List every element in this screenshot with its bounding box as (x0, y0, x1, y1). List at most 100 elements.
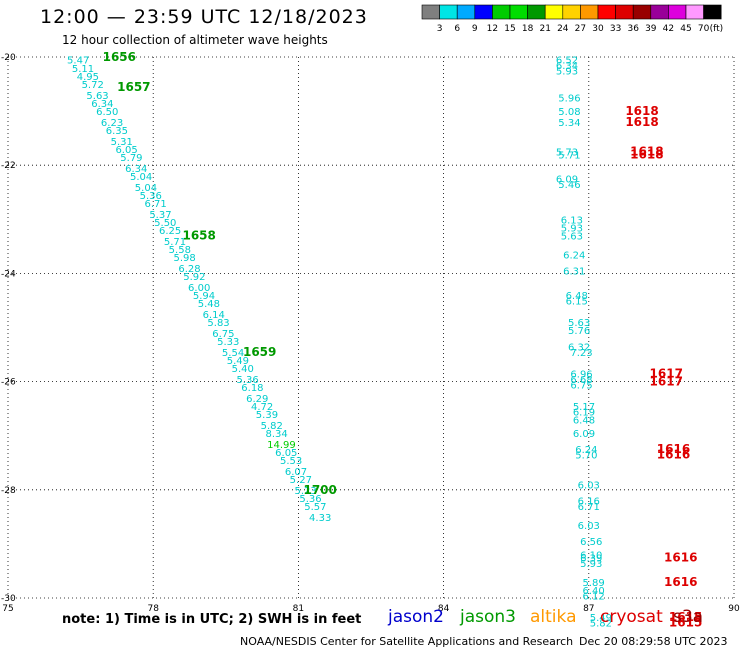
legend-tick-label: 15 (504, 24, 515, 34)
wave-height-label: 6.48 (573, 415, 595, 426)
legend-tick-label: 24 (557, 24, 569, 34)
x-tick-label: 84 (438, 604, 450, 614)
legend-tick-label: 39 (645, 24, 657, 34)
wave-height-label: 5.17 (573, 402, 595, 413)
wave-height-label: 5.73 (556, 148, 578, 159)
wave-height-label: 6.24 (563, 250, 585, 261)
wave-height-label: 6.35 (106, 126, 128, 137)
legend-tick-label: 3 (437, 24, 443, 34)
x-tick-label: 78 (147, 604, 159, 614)
chart-title: 12:00 — 23:59 UTC 12/18/2023 (40, 6, 368, 28)
wave-height-label: 5.53 (280, 456, 302, 467)
legend-tick-label: 36 (627, 24, 639, 34)
wave-height-label: 6.24 (575, 445, 597, 456)
wave-height-label: 5.82 (261, 421, 283, 432)
wave-height-label: 5.71 (164, 237, 186, 248)
wave-height-label: 5.83 (207, 318, 229, 329)
legend-altika: altika (530, 607, 577, 627)
pass-time-label: 1656 (103, 50, 136, 64)
y-tick-label: -28 (1, 486, 16, 496)
legend-tick-label: 18 (522, 24, 534, 34)
wave-height-label: 5.71 (558, 150, 580, 161)
wave-height-label: 5.46 (558, 180, 580, 191)
legend-jason3: jason3 (460, 607, 516, 627)
wave-height-label: 6.48 (566, 291, 588, 302)
pass-time-label: 1618 (625, 115, 658, 129)
footer-credit: NOAA/NESDIS Center for Satellite Applica… (240, 635, 574, 648)
wave-height-label: 6.00 (188, 283, 210, 294)
wave-height-label: 6.10 (580, 551, 602, 562)
chart-grid (7, 56, 735, 599)
wave-height-label: 6.05 (275, 448, 297, 459)
chart-axes: 75 78 81 84 87 90 -20 -22 -24 -26 -28 -30 (1, 53, 740, 614)
legend-tick-label: 30 (592, 24, 604, 34)
wave-height-label: 5.63 (86, 91, 108, 102)
legend-swatch (439, 4, 458, 20)
legend-swatch (492, 4, 511, 20)
y-tick-label: -20 (1, 53, 16, 63)
wave-height-label: 5.72 (82, 80, 104, 91)
wave-height-label: 6.34 (125, 164, 147, 175)
pass-time-label: 1616 (657, 442, 690, 456)
wave-height-label: 6.15 (566, 296, 588, 307)
wave-height-label: 5.89 (583, 578, 605, 589)
legend-swatch (615, 4, 634, 20)
wave-height-label: 5.36 (140, 191, 162, 202)
footer-timestamp: Dec 20 08:29:58 UTC 2023 (579, 635, 728, 648)
legend-swatch (562, 4, 581, 20)
wave-height-label: 6.71 (144, 199, 166, 210)
pass-time-label: 1658 (182, 229, 215, 243)
wave-height-label: 5.34 (558, 118, 580, 129)
wave-height-label: 6.56 (580, 537, 602, 548)
pass-time-label: 1700 (303, 483, 336, 497)
y-tick-label: -26 (1, 378, 16, 388)
legend-swatch (685, 4, 704, 20)
wave-height-label: 5.76 (568, 326, 590, 337)
wave-height-label: 5.49 (227, 356, 249, 367)
color-legend: 3 6 9 12 15 18 21 24 27 30 33 36 39 42 45 70 (ft) (421, 4, 723, 34)
legend-swatch (703, 4, 722, 20)
footer-note: note: 1) Time is in UTC; 2) SWH is in fe… (62, 612, 362, 627)
legend-swatch (632, 4, 652, 20)
wave-height-label: 5.04 (130, 172, 152, 183)
wave-height-label: 5.63 (568, 318, 590, 329)
wave-height-label: 6.96 (570, 369, 592, 380)
wave-height-label: 5.31 (111, 137, 133, 148)
legend-swatch (474, 4, 493, 20)
wave-height-label: 5.33 (217, 337, 239, 348)
wave-height-label: 5.93 (580, 559, 602, 570)
pass-time-label: 1618 (630, 145, 663, 159)
wave-height-label: 6.68 (570, 375, 592, 386)
wave-height-label: 5.39 (256, 410, 278, 421)
wave-height-label: 5.57 (304, 502, 326, 513)
x-tick-label: 90 (728, 604, 740, 614)
wave-height-label: 6.29 (246, 394, 268, 405)
wave-height-label: 5.48 (198, 299, 220, 310)
legend-tick-label: 21 (539, 24, 550, 34)
wave-height-label: 6.34 (556, 61, 578, 72)
wave-height-label: 5.08 (558, 107, 580, 118)
wave-height-label: 6.71 (578, 502, 600, 513)
wave-height-label: 4.33 (309, 513, 331, 524)
wave-height-label: 6.28 (178, 264, 200, 275)
chart-marks: 5.475.114.955.725.636.346.506.236.355.31… (67, 50, 702, 629)
wave-height-label: 14.99 (267, 440, 296, 451)
wave-height-label: 5.04 (135, 183, 157, 194)
pass-time-label: 1617 (650, 375, 683, 389)
wave-height-label: 6.52 (556, 56, 578, 67)
wave-height-label: 6.32 (568, 342, 590, 353)
wave-height-label: 5.11 (72, 64, 94, 75)
wave-height-label: 5.63 (561, 232, 583, 243)
wave-height-label: 6.19 (573, 407, 595, 418)
wave-height-label: 4.72 (251, 402, 273, 413)
wave-height-label: 6.50 (96, 107, 118, 118)
pass-time-label: 1618 (625, 104, 658, 118)
legend-swatch (580, 4, 599, 20)
legend-tick-label: 33 (610, 24, 621, 34)
wave-height-label: 6.13 (561, 215, 583, 226)
wave-height-label: 5.96 (558, 94, 580, 105)
x-tick-label: 75 (2, 604, 13, 614)
pass-time-label: 1657 (117, 80, 150, 94)
legend-jason2: jason2 (388, 607, 444, 627)
wave-height-label: 6.39 (580, 553, 602, 564)
